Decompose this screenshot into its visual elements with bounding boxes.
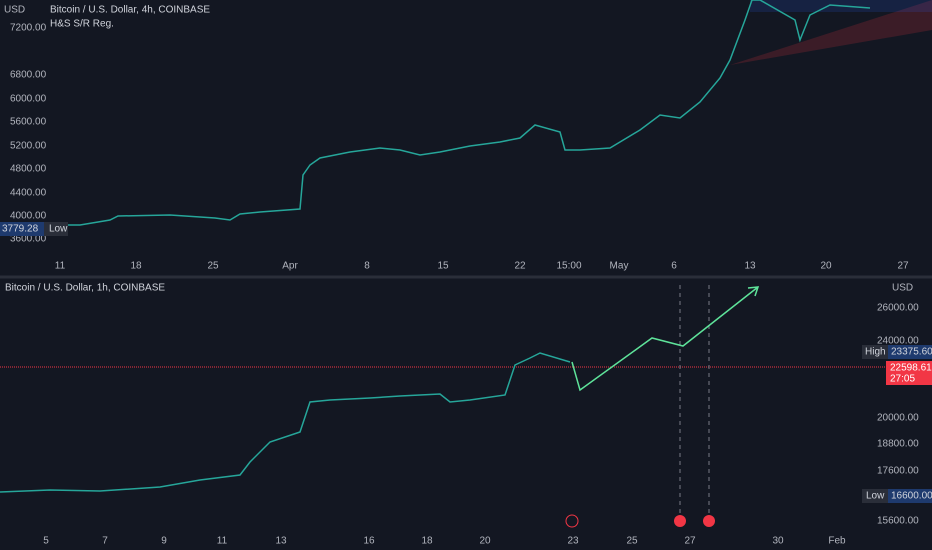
time-tick: 25 bbox=[207, 261, 219, 272]
current-price-box bbox=[886, 361, 932, 385]
time-tick: 30 bbox=[772, 536, 784, 547]
low-price: 3779.28 bbox=[2, 224, 39, 235]
price-tick: 7200.00 bbox=[10, 23, 47, 34]
low-price: 16600.00 bbox=[891, 491, 932, 502]
current-price: 22598.61 bbox=[890, 363, 932, 374]
price-tick: 20000.00 bbox=[877, 413, 919, 424]
price-tick: 26000.00 bbox=[877, 303, 919, 314]
indicator-name: H&S S/R Reg. bbox=[50, 19, 114, 30]
time-tick: 27 bbox=[684, 536, 696, 547]
price-tick: 15600.00 bbox=[877, 516, 919, 527]
price-tick: 4400.00 bbox=[10, 188, 47, 199]
price-tick: 3600.00 bbox=[10, 234, 47, 245]
time-tick: 18 bbox=[421, 536, 433, 547]
time-tick: 25 bbox=[626, 536, 638, 547]
low-price-box bbox=[888, 489, 932, 503]
price-unit: USD bbox=[892, 283, 913, 294]
time-tick: 13 bbox=[744, 261, 756, 272]
price-tick: 24000.00 bbox=[877, 336, 919, 347]
price-tick: 17600.00 bbox=[877, 466, 919, 477]
time-tick: 22 bbox=[514, 261, 526, 272]
bar-countdown: 27:05 bbox=[890, 374, 915, 385]
event-icon[interactable] bbox=[674, 515, 686, 527]
time-tick: 11 bbox=[217, 536, 228, 547]
time-tick: 8 bbox=[364, 261, 370, 272]
high-price-box bbox=[888, 345, 932, 359]
bottom-price-ticks: 26000.00 24000.00 20000.00 18800.00 1760… bbox=[877, 303, 919, 527]
bottom-time-axis: 5 7 9 11 13 16 18 20 23 25 27 30 Feb bbox=[43, 536, 846, 547]
price-tick: 5200.00 bbox=[10, 141, 47, 152]
time-tick: 15 bbox=[437, 261, 449, 272]
pattern-zone bbox=[730, 0, 932, 65]
time-tick: 16 bbox=[363, 536, 375, 547]
time-tick: May bbox=[610, 261, 629, 272]
time-tick: 20 bbox=[479, 536, 491, 547]
price-line bbox=[0, 352, 571, 493]
time-tick: 6 bbox=[671, 261, 677, 272]
projection-path bbox=[571, 286, 759, 392]
price-tick: 4000.00 bbox=[10, 211, 47, 222]
top-time-axis: 11 18 25 Apr 8 15 22 15:00 May 6 13 20 27 bbox=[55, 261, 909, 272]
price-tick: 4800.00 bbox=[10, 164, 47, 175]
price-line bbox=[0, 0, 871, 227]
arrow-head bbox=[747, 286, 760, 297]
time-tick: Apr bbox=[282, 261, 298, 272]
symbol-title: Bitcoin / U.S. Dollar, 4h, COINBASE bbox=[50, 5, 210, 16]
time-tick: 5 bbox=[43, 536, 49, 547]
top-price-ticks: 7200.00 6800.00 6000.00 5600.00 5200.00 … bbox=[10, 23, 47, 245]
time-tick: 11 bbox=[55, 261, 66, 272]
price-tick: 5600.00 bbox=[10, 117, 47, 128]
low-tag-box bbox=[44, 222, 68, 236]
time-tick: 9 bbox=[161, 536, 167, 547]
price-unit: USD bbox=[4, 5, 25, 16]
high-tag: High bbox=[865, 347, 886, 358]
time-tick: 20 bbox=[820, 261, 832, 272]
low-tag-box bbox=[862, 489, 888, 503]
time-tick: Feb bbox=[828, 536, 846, 547]
time-tick: 18 bbox=[130, 261, 142, 272]
price-tick: 6800.00 bbox=[10, 70, 47, 81]
low-tag: Low bbox=[49, 224, 68, 235]
low-price-box bbox=[0, 222, 44, 236]
time-tick: 27 bbox=[897, 261, 909, 272]
time-tick: 15:00 bbox=[556, 261, 581, 272]
high-price: 23375.60 bbox=[891, 347, 932, 358]
event-icon[interactable] bbox=[565, 514, 579, 528]
high-tag-box bbox=[862, 345, 888, 359]
event-icon[interactable] bbox=[703, 515, 715, 527]
low-tag: Low bbox=[866, 491, 885, 502]
time-tick: 13 bbox=[275, 536, 287, 547]
price-tick: 18800.00 bbox=[877, 439, 919, 450]
time-tick: 23 bbox=[567, 536, 579, 547]
symbol-title: Bitcoin / U.S. Dollar, 1h, COINBASE bbox=[5, 283, 165, 294]
time-tick: 7 bbox=[102, 536, 108, 547]
price-tick: 6000.00 bbox=[10, 94, 47, 105]
